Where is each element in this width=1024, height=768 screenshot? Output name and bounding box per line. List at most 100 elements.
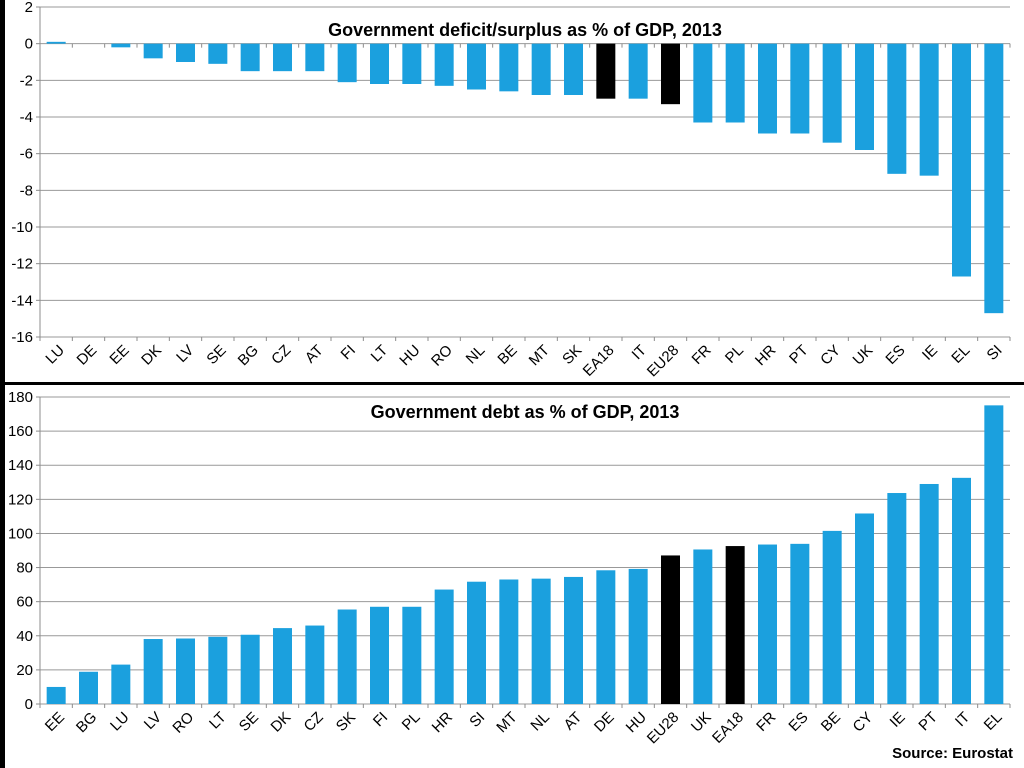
- bar-UK: [855, 43, 874, 150]
- y-tick-label: -14: [11, 292, 33, 309]
- x-tick-label-SE: SE: [203, 342, 229, 368]
- x-tick-label-DK: DK: [138, 342, 165, 369]
- x-tick-label-LU: LU: [42, 342, 68, 368]
- x-tick-label-FR: FR: [753, 709, 779, 735]
- x-tick-label-SI: SI: [466, 709, 488, 731]
- bar-RO: [176, 638, 195, 704]
- bar-SE: [240, 634, 260, 704]
- x-tick-label-FI: FI: [370, 709, 391, 730]
- x-tick-label-LV: LV: [173, 342, 197, 366]
- bar-PT: [919, 483, 939, 704]
- y-tick-label: -8: [20, 182, 33, 199]
- bar-BG: [240, 43, 260, 72]
- bar-NL: [531, 578, 551, 704]
- bar-FI: [370, 606, 389, 704]
- x-tick-label-EL: EL: [948, 342, 973, 367]
- bar-NL: [467, 43, 486, 90]
- x-tick-label-IE: IE: [919, 342, 941, 364]
- x-tick-label-NL: NL: [463, 342, 489, 368]
- x-tick-label-CY: CY: [817, 342, 844, 369]
- bar-HR: [434, 589, 454, 704]
- bar-RO: [434, 43, 454, 86]
- source-label: Source: Eurostat: [892, 745, 1013, 762]
- y-tick-label: -2: [20, 72, 33, 89]
- x-tick-label-IT: IT: [952, 709, 973, 730]
- bar-FR: [758, 544, 777, 704]
- x-tick-label-PT: PT: [786, 342, 812, 368]
- bar-IE: [887, 493, 907, 704]
- x-tick-label-ES: ES: [785, 709, 811, 735]
- bar-AT: [564, 576, 583, 704]
- y-tick-label: 160: [8, 423, 33, 440]
- x-tick-label-BG: BG: [235, 342, 262, 369]
- x-tick-label-SK: SK: [559, 342, 585, 368]
- bar-UK: [693, 549, 713, 704]
- bar-HR: [758, 43, 777, 134]
- x-tick-label-EL: EL: [981, 709, 1006, 734]
- bar-MT: [499, 579, 519, 704]
- x-tick-label-EA18: EA18: [580, 342, 618, 380]
- y-tick-label: 100: [8, 525, 33, 542]
- bar-LT: [208, 636, 228, 704]
- x-tick-label-RO: RO: [169, 709, 197, 737]
- x-tick-label-HU: HU: [396, 342, 423, 369]
- y-tick-label: 140: [8, 457, 33, 474]
- y-tick-label: 2: [25, 0, 33, 16]
- x-tick-label-SI: SI: [984, 342, 1006, 364]
- bar-EE: [111, 43, 131, 48]
- x-tick-label-BG: BG: [73, 709, 100, 736]
- bar-EA18: [596, 43, 616, 99]
- bar-SK: [564, 43, 583, 95]
- x-tick-label-IT: IT: [629, 342, 650, 363]
- x-tick-label-PL: PL: [399, 709, 424, 734]
- bar-MT: [531, 43, 551, 95]
- deficit-chart-title: Government deficit/surplus as % of GDP, …: [328, 20, 722, 40]
- x-tick-label-MT: MT: [493, 709, 520, 736]
- bar-EL: [952, 43, 971, 277]
- bar-SI: [984, 43, 1004, 314]
- bar-HU: [628, 568, 648, 704]
- bar-IT: [952, 477, 971, 704]
- x-tick-label-IE: IE: [887, 709, 909, 731]
- bar-FR: [693, 43, 713, 123]
- x-tick-label-FI: FI: [338, 342, 359, 363]
- y-tick-label: 180: [8, 389, 33, 406]
- bar-IT: [628, 43, 648, 99]
- bar-ES: [790, 543, 810, 704]
- y-tick-label: 40: [16, 628, 33, 645]
- x-tick-label-EU28: EU28: [644, 342, 683, 381]
- bar-PT: [790, 43, 810, 134]
- x-tick-label-DE: DE: [74, 342, 101, 369]
- bar-ES: [887, 43, 907, 174]
- x-tick-label-HR: HR: [752, 342, 779, 369]
- bar-EA18: [725, 546, 745, 704]
- x-tick-label-DE: DE: [591, 709, 618, 736]
- y-tick-label: -10: [11, 219, 33, 236]
- debt-bar-chart: Government debt as % of GDP, 2013 0 20 40 6…: [8, 389, 1013, 762]
- debt-chart-title: Government debt as % of GDP, 2013: [371, 402, 680, 422]
- y-tick-label: -6: [20, 146, 33, 163]
- deficit-chart-panel: Government deficit/surplus as % of GDP, …: [5, 0, 1024, 382]
- bar-LV: [176, 43, 195, 62]
- bar-BG: [79, 671, 98, 704]
- y-tick-label: -4: [20, 109, 33, 126]
- x-tick-label-LU: LU: [107, 709, 133, 735]
- bar-EL: [984, 405, 1004, 704]
- x-tick-label-EE: EE: [106, 342, 132, 368]
- x-tick-label-BE: BE: [818, 709, 844, 735]
- x-tick-label-PL: PL: [722, 342, 747, 367]
- bar-SI: [467, 581, 486, 704]
- x-tick-label-EA18: EA18: [709, 709, 747, 747]
- x-tick-label-LV: LV: [141, 709, 165, 733]
- x-tick-label-ES: ES: [882, 342, 908, 368]
- y-tick-label: 20: [16, 662, 33, 679]
- bar-BE: [499, 43, 519, 92]
- x-tick-label-FR: FR: [688, 342, 714, 368]
- bar-DK: [273, 628, 292, 704]
- bar-PL: [725, 43, 745, 123]
- x-tick-label-UK: UK: [688, 709, 715, 736]
- bar-LV: [143, 639, 163, 704]
- x-tick-label-SE: SE: [236, 709, 262, 735]
- bar-LT: [370, 43, 389, 84]
